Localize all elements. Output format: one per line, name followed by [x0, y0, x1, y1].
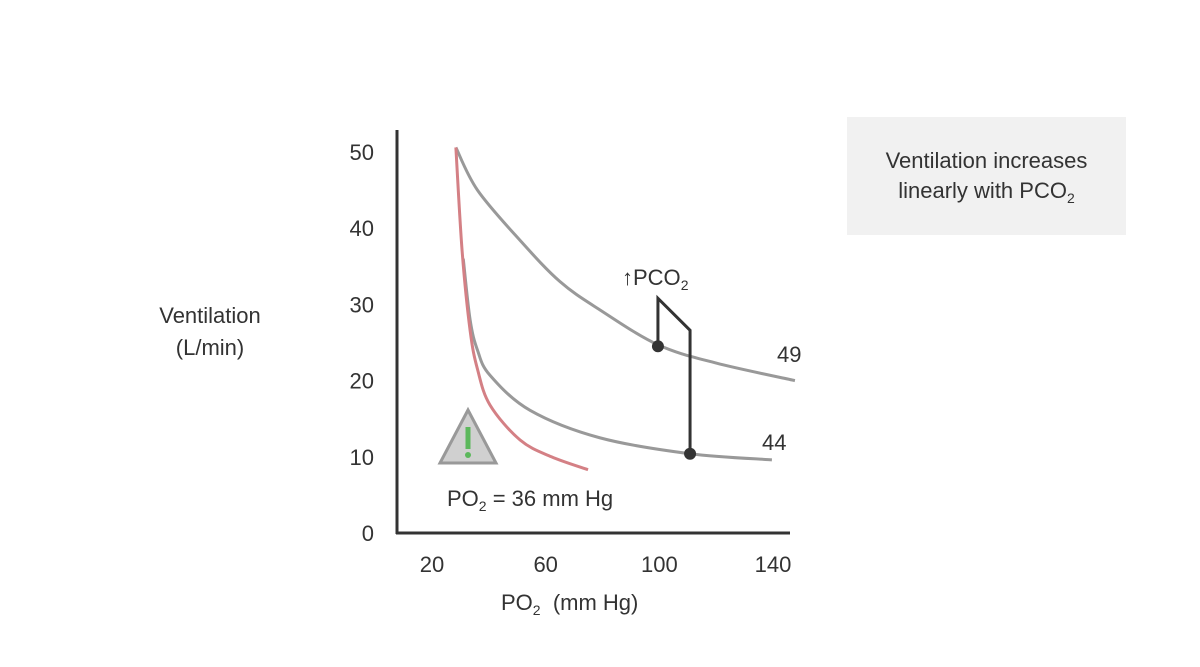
shift-label: ↑PCO2: [622, 265, 689, 293]
shift-point: [651, 340, 664, 353]
x-tick-label: 140: [755, 552, 792, 577]
curve-label-44: 44: [762, 430, 787, 455]
shift-point: [684, 447, 697, 460]
y-tick-label: 50: [350, 140, 374, 165]
warning-exclamation-dot: [465, 452, 471, 458]
note-line1: Ventilation increases: [885, 148, 1088, 173]
x-tick-label: 100: [641, 552, 678, 577]
x-axis-label: PO2 (mm Hg): [501, 590, 639, 618]
y-tick-label: 0: [362, 521, 374, 546]
y-tick-label: 40: [350, 216, 374, 241]
threshold-label: PO2 = 36 mm Hg: [447, 486, 614, 514]
series-line-49: [454, 146, 796, 383]
y-tick-label: 30: [350, 292, 374, 317]
y-label-line1: Ventilation: [159, 303, 261, 328]
curve-label-49: 49: [777, 342, 802, 367]
y-tick-label: 20: [350, 369, 374, 394]
x-tick-label: 60: [533, 552, 557, 577]
note-line2: linearly with PCO: [898, 178, 1067, 203]
warning-exclamation-bar: [465, 427, 471, 449]
y-axis-label: Ventilation (L/min): [130, 300, 290, 364]
x-tick-label: 20: [420, 552, 444, 577]
y-label-line2: (L/min): [175, 335, 245, 360]
note-box: Ventilation increases linearly with PCO2: [847, 117, 1126, 235]
pco2-shift-path: [656, 294, 692, 454]
series-line-threshold: [454, 147, 589, 472]
y-tick-label: 10: [350, 445, 374, 470]
